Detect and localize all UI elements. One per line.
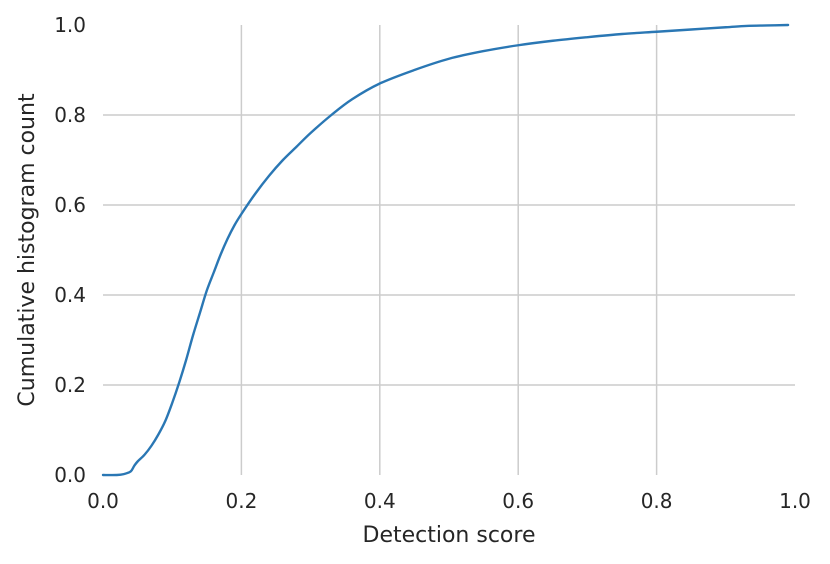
series-layer xyxy=(101,23,790,477)
cumulative-histogram-line xyxy=(101,23,790,477)
grid xyxy=(103,25,795,475)
x-axis-label: Detection score xyxy=(363,523,536,548)
x-tick-label: 1.0 xyxy=(779,489,811,513)
y-axis-label: Cumulative histogram count xyxy=(15,93,40,407)
y-tick-label: 0.0 xyxy=(54,463,86,487)
x-tick-label: 0.0 xyxy=(87,489,119,513)
y-tick-label: 0.6 xyxy=(54,193,86,217)
y-tick-label: 1.0 xyxy=(54,13,86,37)
x-tick-label: 0.2 xyxy=(225,489,257,513)
x-tick-label: 0.8 xyxy=(641,489,673,513)
y-tick-label: 0.2 xyxy=(54,373,86,397)
y-tick-labels: 0.0 0.2 0.4 0.6 0.8 1.0 xyxy=(54,13,86,487)
y-tick-label: 0.8 xyxy=(54,103,86,127)
x-tick-label: 0.6 xyxy=(502,489,534,513)
x-tick-label: 0.4 xyxy=(364,489,396,513)
y-tick-label: 0.4 xyxy=(54,283,86,307)
x-tick-labels: 0.0 0.2 0.4 0.6 0.8 1.0 xyxy=(87,489,811,513)
